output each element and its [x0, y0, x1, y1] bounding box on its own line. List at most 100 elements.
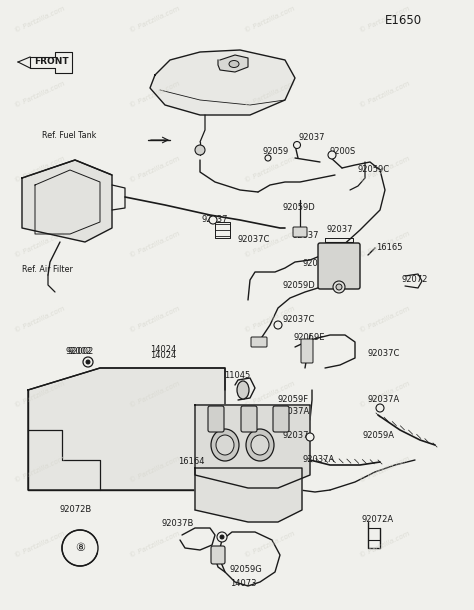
Text: © Partzilla.com: © Partzilla.com	[359, 156, 411, 184]
Text: © Partzilla.com: © Partzilla.com	[359, 381, 411, 409]
Text: © Partzilla.com: © Partzilla.com	[14, 381, 66, 409]
Circle shape	[274, 321, 282, 329]
Ellipse shape	[237, 381, 249, 399]
Circle shape	[293, 142, 301, 148]
Text: 92072: 92072	[402, 276, 428, 284]
Text: 92037A: 92037A	[368, 395, 400, 403]
Text: © Partzilla.com: © Partzilla.com	[129, 5, 181, 34]
Text: 14024: 14024	[150, 345, 176, 354]
FancyBboxPatch shape	[318, 243, 360, 289]
FancyBboxPatch shape	[208, 406, 224, 432]
Ellipse shape	[211, 429, 239, 461]
Text: 92037C: 92037C	[303, 259, 336, 268]
Text: © Partzilla.com: © Partzilla.com	[14, 306, 66, 334]
Text: © Partzilla.com: © Partzilla.com	[359, 5, 411, 34]
Text: Ref. Fuel Tank: Ref. Fuel Tank	[42, 131, 96, 140]
FancyBboxPatch shape	[211, 546, 225, 564]
Text: 92002: 92002	[68, 348, 94, 356]
Circle shape	[328, 151, 336, 159]
Text: © Partzilla.com: © Partzilla.com	[14, 156, 66, 184]
Text: Ref. Air Filter: Ref. Air Filter	[22, 265, 73, 275]
Text: © Partzilla.com: © Partzilla.com	[359, 231, 411, 259]
Text: 92059: 92059	[263, 148, 289, 157]
Text: © Partzilla.com: © Partzilla.com	[359, 531, 411, 559]
Circle shape	[86, 360, 90, 364]
Text: 92059C: 92059C	[358, 165, 390, 174]
Circle shape	[195, 145, 205, 155]
Text: © Partzilla.com: © Partzilla.com	[244, 5, 296, 34]
Text: © Partzilla.com: © Partzilla.com	[14, 456, 66, 484]
Text: 92059D: 92059D	[283, 281, 316, 290]
Text: © Partzilla.com: © Partzilla.com	[244, 156, 296, 184]
Ellipse shape	[229, 60, 239, 68]
Text: © Partzilla.com: © Partzilla.com	[129, 531, 181, 559]
Text: 92002: 92002	[66, 348, 92, 356]
Polygon shape	[28, 368, 225, 510]
FancyBboxPatch shape	[241, 406, 257, 432]
Text: 16164: 16164	[178, 458, 204, 467]
Text: 14024: 14024	[150, 351, 176, 359]
Text: © Partzilla.com: © Partzilla.com	[129, 381, 181, 409]
Text: 92059G: 92059G	[230, 565, 263, 575]
Text: 92072B: 92072B	[60, 506, 92, 514]
Text: © Partzilla.com: © Partzilla.com	[359, 81, 411, 109]
Polygon shape	[22, 160, 112, 242]
Text: © Partzilla.com: © Partzilla.com	[244, 456, 296, 484]
Text: © Partzilla.com: © Partzilla.com	[244, 306, 296, 334]
FancyBboxPatch shape	[301, 339, 313, 363]
Text: E1650: E1650	[385, 13, 422, 26]
Text: 92059A: 92059A	[363, 431, 395, 440]
Text: 9200S: 9200S	[330, 146, 356, 156]
Text: 92037: 92037	[327, 226, 354, 234]
Polygon shape	[218, 55, 248, 72]
Text: 92037C: 92037C	[368, 348, 401, 357]
Text: 92037C: 92037C	[283, 315, 315, 325]
Ellipse shape	[246, 429, 274, 461]
Text: © Partzilla.com: © Partzilla.com	[129, 306, 181, 334]
Text: © Partzilla.com: © Partzilla.com	[14, 531, 66, 559]
Polygon shape	[195, 468, 302, 522]
Circle shape	[217, 532, 227, 542]
Text: © Partzilla.com: © Partzilla.com	[14, 231, 66, 259]
Ellipse shape	[216, 435, 234, 455]
Text: FRONT: FRONT	[34, 57, 68, 66]
Circle shape	[265, 155, 271, 161]
Polygon shape	[195, 405, 310, 488]
Polygon shape	[150, 50, 295, 115]
Circle shape	[83, 357, 93, 367]
FancyBboxPatch shape	[293, 227, 307, 237]
Text: 92059D: 92059D	[283, 203, 316, 212]
Circle shape	[376, 404, 384, 412]
Text: 92037B: 92037B	[162, 518, 194, 528]
Text: © Partzilla.com: © Partzilla.com	[129, 156, 181, 184]
Text: © Partzilla.com: © Partzilla.com	[14, 81, 66, 109]
Text: © Partzilla.com: © Partzilla.com	[244, 81, 296, 109]
Circle shape	[306, 433, 314, 441]
FancyBboxPatch shape	[273, 406, 289, 432]
Text: ⑧: ⑧	[75, 543, 85, 553]
Text: 92037: 92037	[293, 231, 319, 240]
Text: 92037A: 92037A	[303, 456, 335, 464]
Ellipse shape	[251, 435, 269, 455]
Text: 92059E: 92059E	[294, 334, 326, 342]
Polygon shape	[62, 530, 97, 566]
Circle shape	[220, 535, 224, 539]
Text: 92037A: 92037A	[278, 407, 310, 417]
Text: © Partzilla.com: © Partzilla.com	[14, 5, 66, 34]
Text: © Partzilla.com: © Partzilla.com	[359, 306, 411, 334]
Text: © Partzilla.com: © Partzilla.com	[359, 456, 411, 484]
Text: 92037: 92037	[299, 134, 326, 143]
Text: © Partzilla.com: © Partzilla.com	[129, 456, 181, 484]
Text: © Partzilla.com: © Partzilla.com	[129, 231, 181, 259]
Text: 11045: 11045	[224, 370, 250, 379]
Text: 92072A: 92072A	[362, 515, 394, 525]
Circle shape	[209, 216, 217, 224]
Text: © Partzilla.com: © Partzilla.com	[244, 231, 296, 259]
Text: © Partzilla.com: © Partzilla.com	[244, 531, 296, 559]
Text: 92059F: 92059F	[278, 395, 309, 403]
Text: © Partzilla.com: © Partzilla.com	[244, 381, 296, 409]
Text: 16165: 16165	[376, 243, 402, 251]
Text: 92037C: 92037C	[238, 235, 270, 245]
Circle shape	[62, 530, 98, 566]
Text: 92037: 92037	[283, 431, 310, 440]
